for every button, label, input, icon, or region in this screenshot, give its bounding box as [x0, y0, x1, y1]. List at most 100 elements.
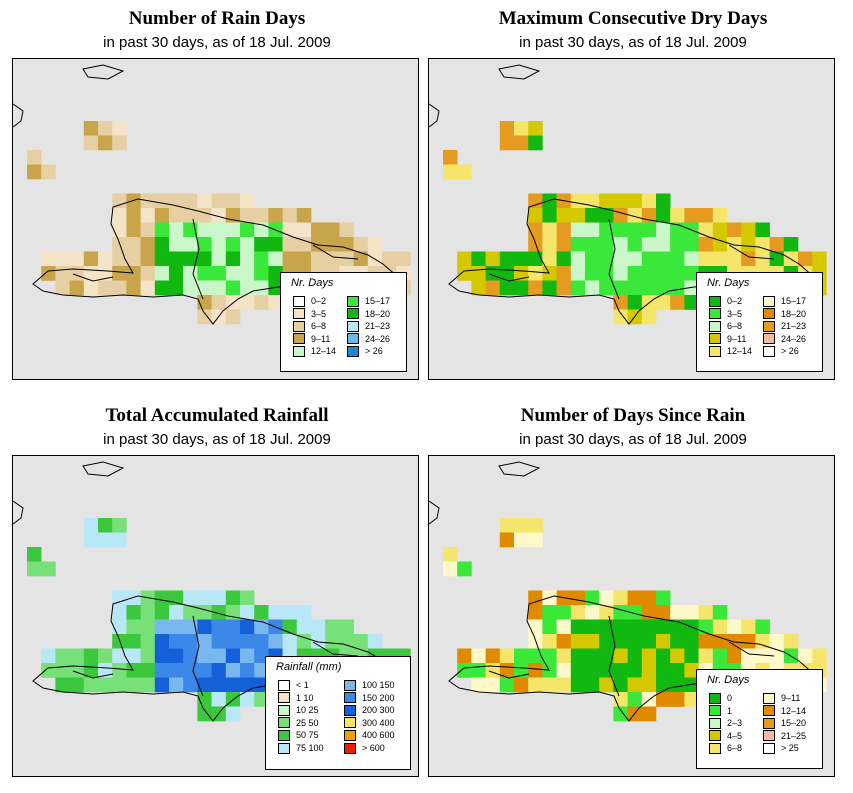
grid-cell [69, 677, 85, 693]
grid-cell [471, 648, 486, 664]
grid-cell [240, 266, 255, 281]
grid-cell [755, 648, 770, 664]
grid-cell [268, 280, 283, 296]
grid-cell [169, 605, 184, 620]
grid-cell [684, 648, 699, 664]
grid-cell [499, 121, 515, 136]
legend-item: > 26 [347, 345, 383, 357]
grid-cell [140, 648, 156, 664]
grid-cell [556, 663, 572, 678]
legend-item: 0–2 [709, 295, 742, 307]
grid-cell [514, 532, 529, 548]
grid-cell [240, 208, 255, 223]
grid-cell [197, 251, 212, 267]
grid-cell [585, 634, 600, 649]
grid-cell [698, 251, 714, 267]
grid-cell [126, 208, 141, 223]
grid-cell [684, 251, 699, 267]
grid-cell [225, 309, 241, 325]
legend-title: Nr. Days [707, 277, 750, 289]
grid-cell [812, 648, 827, 664]
grid-cell [698, 222, 714, 238]
grid-cell [154, 663, 170, 678]
legend-item: 21–23 [763, 320, 806, 332]
grid-cell [240, 619, 255, 635]
grid-cell [126, 222, 141, 238]
panel-days-since-rain: Number of Days Since Rain in past 30 day… [428, 397, 838, 787]
grid-cell [627, 605, 643, 620]
grid-cell [41, 648, 56, 664]
grid-cell [670, 251, 685, 267]
grid-cell [556, 677, 572, 693]
grid-cell [499, 280, 515, 296]
legend-item: > 600 [344, 742, 385, 754]
legend-swatch [763, 308, 775, 320]
legend-swatch [344, 742, 356, 754]
legend-item: 24–26 [763, 333, 806, 345]
grid-cell [741, 634, 756, 649]
grid-cell [69, 648, 85, 664]
grid-cell [140, 677, 156, 693]
legend-swatch [763, 717, 775, 729]
panel-title: Total Accumulated Rainfall [105, 405, 329, 426]
grid-cell [712, 605, 728, 620]
legend-item: 1 [709, 705, 732, 717]
legend-item: 6–8 [709, 742, 742, 754]
grid-cell [514, 518, 529, 533]
grid-cell [712, 619, 728, 635]
grid-cell [154, 208, 170, 223]
legend-swatch [709, 717, 721, 729]
grid-cell [98, 266, 113, 281]
grid-cell [613, 634, 628, 649]
grid-cell [585, 677, 600, 693]
grid-cell [197, 280, 212, 296]
grid-cell [98, 121, 113, 136]
grid-cell [656, 295, 671, 310]
grid-cell [339, 619, 354, 635]
grid-cell [83, 280, 99, 296]
grid-cell [783, 634, 799, 649]
grid-cell [542, 208, 557, 223]
legend-item: 200 300 [344, 704, 395, 716]
grid-cell [211, 266, 227, 281]
panel-title: Number of Rain Days [128, 8, 306, 29]
grid-cell [225, 222, 241, 238]
grid-cell [311, 634, 326, 649]
legend-item: 12–14 [709, 345, 752, 357]
legend-label: 100 150 [362, 680, 395, 690]
legend-swatch [344, 704, 356, 716]
grid-cell [83, 532, 99, 548]
grid-cell [240, 280, 255, 296]
grid-cell [570, 280, 586, 296]
grid-cell [457, 561, 472, 577]
grid-cell [254, 208, 269, 223]
grid-cell [225, 251, 241, 267]
legend-item: < 1 [278, 679, 309, 691]
grid-cell [126, 634, 141, 649]
grid-cell [225, 706, 241, 722]
grid-cell [528, 518, 543, 533]
grid-cell [656, 590, 671, 606]
legend-item: 3–5 [709, 308, 742, 320]
grid-cell [684, 266, 699, 281]
legend-swatch [763, 730, 775, 742]
grid-cell [471, 663, 486, 678]
legend-item: 300 400 [344, 717, 395, 729]
grid-cell [183, 605, 198, 620]
grid-cell [169, 634, 184, 649]
grid-cell [154, 619, 170, 635]
grid-cell [670, 605, 685, 620]
grid-cell [712, 222, 728, 238]
grid-cell [325, 222, 340, 238]
grid-cell [627, 237, 643, 252]
grid-cell [55, 663, 70, 678]
panel-subtitle: in past 30 days, as of 18 Jul. 2009 [103, 431, 331, 448]
grid-cell [684, 208, 699, 223]
grid-cell [183, 208, 198, 223]
grid-cell [684, 692, 699, 707]
grid-cell [641, 280, 657, 296]
grid-cell [641, 619, 657, 635]
grid-cell [769, 251, 785, 267]
grid-cell [613, 193, 628, 209]
grid-cell [211, 663, 227, 678]
